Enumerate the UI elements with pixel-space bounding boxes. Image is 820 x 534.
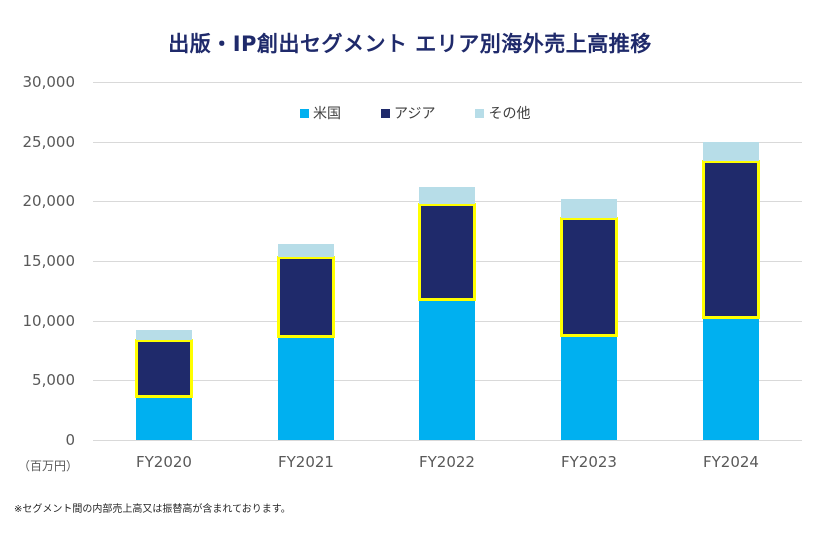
y-tick-label: 5,000 <box>32 371 75 390</box>
legend-item-us: 米国 <box>300 103 341 123</box>
y-tick-label: 10,000 <box>22 311 76 330</box>
x-tick-label: FY2021 <box>278 453 334 471</box>
legend-swatch-us <box>300 108 309 118</box>
bar-segment-other <box>136 330 192 340</box>
y-tick-label: 20,000 <box>22 192 76 211</box>
y-tick-label: 30,000 <box>22 73 76 91</box>
bar-segment-us <box>561 336 617 440</box>
bar-segment-other <box>278 244 334 258</box>
x-tick-label: FY2024 <box>703 453 759 471</box>
bar-segment-us <box>703 318 759 440</box>
legend-item-other: その他 <box>475 103 530 123</box>
gridline <box>93 82 802 83</box>
chart-legend: 米国 アジア その他 <box>300 103 530 123</box>
highlight-outline <box>560 217 618 338</box>
legend-label-us: 米国 <box>313 106 341 122</box>
x-tick-label: FY2022 <box>419 453 475 471</box>
bar-segment-us <box>419 300 475 440</box>
highlight-outline <box>702 159 760 320</box>
legend-label-other: その他 <box>488 106 531 122</box>
bar-segment-us <box>278 337 334 440</box>
highlight-outline <box>135 338 193 399</box>
gridline <box>93 142 802 143</box>
chart-title: 出版・IP創出セグメント エリア別海外売上高推移 <box>168 32 652 56</box>
bar-segment-us <box>136 397 192 440</box>
bar-segment-other <box>703 141 759 161</box>
legend-item-asia: アジア <box>381 103 435 123</box>
bar-segment-asia <box>136 339 192 398</box>
bar-segment-asia <box>419 203 475 301</box>
y-axis-unit: （百万円） <box>18 459 79 473</box>
legend-swatch-asia <box>381 108 390 118</box>
highlight-outline <box>418 202 476 302</box>
x-tick-label: FY2020 <box>136 453 192 471</box>
bar-segment-other <box>419 187 475 204</box>
y-tick-label: 0 <box>65 431 75 449</box>
footnote: ※セグメント間の内部売上高又は振替高が含まれております。 <box>14 504 291 515</box>
y-tick-label: 25,000 <box>22 132 76 151</box>
x-tick-label: FY2023 <box>561 453 617 471</box>
highlight-outline <box>277 256 335 339</box>
legend-label-asia: アジア <box>394 106 436 122</box>
bar-segment-asia <box>703 160 759 319</box>
legend-swatch-other <box>475 108 485 118</box>
y-tick-label: 15,000 <box>22 252 76 270</box>
bar-segment-other <box>561 198 617 219</box>
bar-segment-asia <box>278 257 334 338</box>
gridline <box>93 440 802 441</box>
bar-segment-asia <box>561 218 617 337</box>
